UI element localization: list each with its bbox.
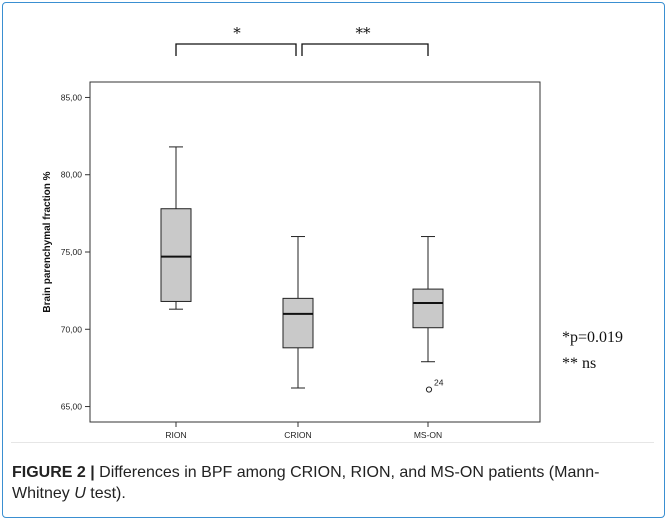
significance-label: **: [356, 24, 372, 42]
y-tick-label: 80,00: [61, 170, 83, 180]
iqr-box: [282, 297, 314, 349]
caption-label: FIGURE 2 |: [12, 464, 95, 481]
box-crion: [282, 236, 314, 389]
box-rion: [160, 146, 192, 310]
y-tick-label: 85,00: [61, 92, 83, 102]
figure-caption: FIGURE 2 | Differences in BPF among CRIO…: [12, 462, 652, 504]
plot-area: [89, 81, 541, 423]
annotation-p-value: *p=0.019: [562, 329, 623, 346]
caption-divider: [11, 442, 654, 443]
caption-text-end: test).: [85, 485, 126, 502]
box-ms-on: 24: [412, 236, 444, 393]
caption-text: Differences in BPF among CRION, RION, an…: [12, 464, 600, 502]
y-axis-title: Brain parenchymal fraction %: [42, 171, 53, 312]
outlier-point: [425, 386, 433, 393]
caption-italic: U: [74, 485, 86, 502]
y-tick-label: 70,00: [61, 324, 83, 334]
outlier-label: 24: [434, 378, 444, 388]
x-tick-label: RION: [165, 430, 186, 440]
x-tick-label: MS-ON: [414, 430, 442, 440]
significance-bracket: [301, 43, 429, 56]
x-tick-label: CRION: [284, 430, 311, 440]
annotation-ns: ** ns: [562, 355, 596, 372]
iqr-box: [412, 288, 444, 329]
y-tick-label: 75,00: [61, 247, 83, 257]
significance-bracket: [175, 43, 297, 56]
iqr-box: [160, 208, 192, 302]
y-tick-label: 65,00: [61, 402, 83, 412]
significance-label: *: [233, 24, 241, 42]
